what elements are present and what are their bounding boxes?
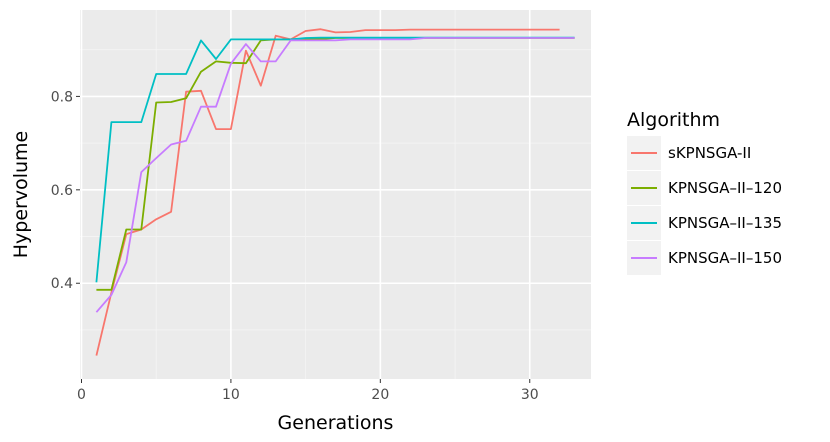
x-tick-label: 0 xyxy=(77,387,86,403)
legend: Algorithm sKPNSGA-II KPNSGA–II–120 KPNSGA–… xyxy=(627,109,782,275)
major-gridlines xyxy=(80,10,591,379)
legend-label: KPNSGA–II–150 xyxy=(668,249,782,267)
plot-panel xyxy=(80,10,591,379)
series-line-kpnsga-ii-150 xyxy=(95,37,575,313)
legend-item-kpnsga-ii-120: KPNSGA–II–120 xyxy=(627,171,782,205)
legend-label: KPNSGA–II–120 xyxy=(668,179,782,197)
legend-label: sKPNSGA-II xyxy=(668,144,751,162)
x-axis-title: Generations xyxy=(278,412,394,434)
y-tick-label: 0.8 xyxy=(51,89,73,105)
legend-label: KPNSGA–II–135 xyxy=(668,214,782,232)
y-tick-label: 0.4 xyxy=(51,276,73,292)
y-axis: 0.4 0.6 0.8 xyxy=(51,89,80,292)
legend-item-kpnsga-ii-150: KPNSGA–II–150 xyxy=(627,241,782,275)
series-line-skpnsga-ii xyxy=(95,28,560,356)
legend-title: Algorithm xyxy=(627,109,720,131)
legend-item-skpnsga-ii: sKPNSGA-II xyxy=(627,136,751,170)
x-axis: 0 10 20 30 xyxy=(77,379,539,403)
y-tick-label: 0.6 xyxy=(51,183,73,199)
x-tick-label: 20 xyxy=(371,387,389,403)
legend-items: sKPNSGA-II KPNSGA–II–120 KPNSGA–II–135 KPNS… xyxy=(627,136,782,275)
x-tick-label: 10 xyxy=(222,387,240,403)
minor-gridlines xyxy=(80,10,591,379)
series-lines xyxy=(95,28,575,356)
legend-item-kpnsga-ii-135: KPNSGA–II–135 xyxy=(627,206,782,240)
y-axis-title: Hypervolume xyxy=(10,131,32,258)
x-tick-label: 30 xyxy=(521,387,539,403)
